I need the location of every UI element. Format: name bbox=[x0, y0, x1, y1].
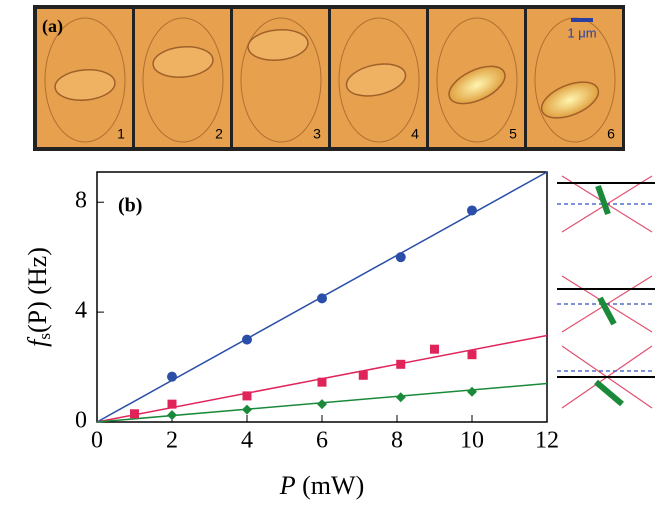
point bbox=[317, 293, 327, 303]
point bbox=[359, 371, 368, 380]
image-frame: 5 bbox=[429, 9, 524, 147]
panel-a-label: (a) bbox=[42, 16, 63, 37]
image-frame: 4 bbox=[331, 9, 426, 147]
point bbox=[430, 345, 439, 354]
point bbox=[130, 409, 139, 418]
x-tick-label: 4 bbox=[241, 428, 253, 454]
point bbox=[167, 410, 177, 420]
image-frame: 3 bbox=[233, 9, 328, 147]
diagram bbox=[557, 168, 655, 236]
y-tick-label: 0 bbox=[75, 408, 87, 434]
x-axis-label: P (mW) bbox=[279, 471, 364, 500]
point bbox=[168, 400, 177, 409]
diagram bbox=[557, 343, 655, 411]
point bbox=[468, 350, 477, 359]
y-label-sub: s bbox=[35, 333, 54, 340]
x-tick-label: 6 bbox=[316, 428, 328, 454]
panel-label: (b) bbox=[118, 195, 142, 217]
point bbox=[396, 392, 406, 402]
y-tick-label: 4 bbox=[75, 298, 87, 324]
x-label-symbol: P bbox=[279, 471, 296, 500]
point bbox=[317, 399, 327, 409]
point bbox=[396, 252, 406, 262]
scale-label: 1 μm bbox=[567, 25, 596, 40]
image-frame: 2 bbox=[135, 9, 230, 147]
diagram bbox=[557, 272, 655, 336]
diagrams bbox=[557, 168, 655, 411]
y-tick-label: 8 bbox=[75, 188, 87, 214]
point bbox=[467, 205, 477, 215]
frame-number: 5 bbox=[509, 126, 517, 142]
point bbox=[242, 405, 252, 415]
y-axis-label: fs(P) (Hz) bbox=[23, 247, 54, 347]
point bbox=[467, 387, 477, 397]
frame-number: 4 bbox=[411, 126, 419, 142]
frame-number: 2 bbox=[215, 126, 223, 142]
x-tick-label: 0 bbox=[91, 428, 103, 454]
x-tick-label: 12 bbox=[535, 428, 559, 454]
frame-number: 6 bbox=[607, 126, 615, 142]
figure: 123456 (a) 1 μm (b)024681012048P (mW)fs(… bbox=[0, 0, 659, 503]
point bbox=[243, 391, 252, 400]
scale-bar bbox=[571, 18, 593, 22]
frame-number: 1 bbox=[117, 126, 125, 142]
y-label-rest: (P) (Hz) bbox=[23, 247, 52, 333]
frame-number: 3 bbox=[313, 126, 321, 142]
x-tick-label: 8 bbox=[391, 428, 403, 454]
x-tick-label: 10 bbox=[460, 428, 484, 454]
point bbox=[318, 378, 327, 387]
x-label-rest: (mW) bbox=[302, 471, 364, 500]
x-tick-label: 2 bbox=[166, 428, 178, 454]
point bbox=[242, 335, 252, 345]
point bbox=[167, 372, 177, 382]
point bbox=[396, 360, 405, 369]
